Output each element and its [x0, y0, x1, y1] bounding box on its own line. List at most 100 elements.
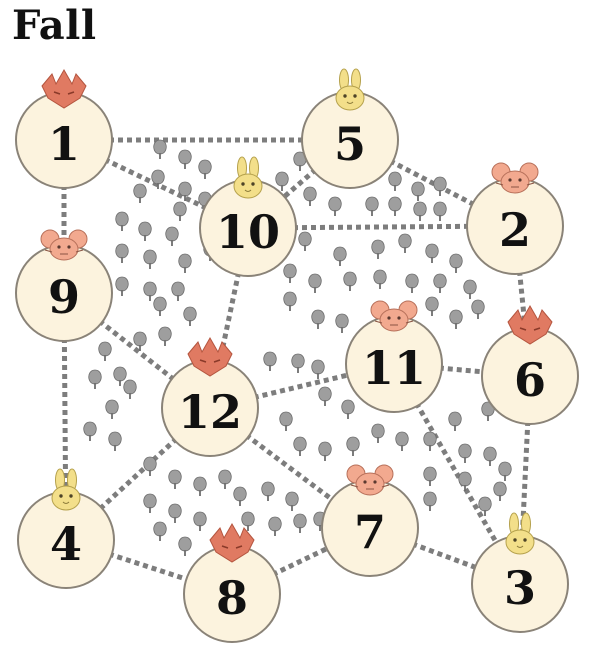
tree-icon — [303, 186, 317, 207]
tree-icon — [423, 466, 437, 487]
node-5[interactable]: 5 — [301, 68, 399, 189]
page-title: Fall — [12, 2, 97, 49]
tree-icon — [275, 171, 289, 192]
tree-icon — [328, 196, 342, 217]
tree-icon — [263, 351, 277, 372]
tree-icon — [115, 243, 129, 264]
tree-icon — [153, 296, 167, 317]
rabbit-icon — [335, 68, 365, 111]
tree-icon — [335, 313, 349, 334]
tree-icon — [411, 181, 425, 202]
tree-icon — [178, 253, 192, 274]
tree-icon — [268, 516, 282, 537]
tree-icon — [388, 171, 402, 192]
tree-icon — [233, 486, 247, 507]
tree-icon — [483, 446, 497, 467]
tree-icon — [388, 196, 402, 217]
path-2-6 — [512, 225, 533, 377]
tree-icon — [433, 273, 447, 294]
tree-icon — [311, 359, 325, 380]
tree-icon — [371, 423, 385, 444]
node-4[interactable]: 4 — [17, 468, 115, 589]
tree-icon — [463, 279, 477, 300]
node-11[interactable]: 11 — [345, 300, 443, 413]
tree-icon — [373, 269, 387, 290]
tree-icon — [143, 249, 157, 270]
node-12[interactable]: 12 — [161, 337, 259, 457]
tree-icon — [98, 341, 112, 362]
tree-icon — [283, 263, 297, 284]
tree-icon — [493, 481, 507, 502]
tree-icon — [115, 211, 129, 232]
tree-icon — [333, 246, 347, 267]
node-7[interactable]: 7 — [321, 464, 419, 577]
node-1[interactable]: 1 — [15, 69, 113, 189]
tree-icon — [343, 271, 357, 292]
tree-icon — [173, 201, 187, 222]
tree-icon — [193, 511, 207, 532]
tree-icon — [115, 276, 129, 297]
tree-icon — [448, 411, 462, 432]
tree-icon — [425, 296, 439, 317]
tree-icon — [165, 226, 179, 247]
tree-icon — [449, 253, 463, 274]
tree-icon — [293, 436, 307, 457]
tree-icon — [291, 353, 305, 374]
tree-icon — [498, 461, 512, 482]
tree-icon — [168, 469, 182, 490]
tree-icon — [425, 243, 439, 264]
tree-icon — [123, 379, 137, 400]
tree-icon — [365, 196, 379, 217]
tree-icon — [218, 469, 232, 490]
node-9[interactable]: 9 — [15, 229, 113, 342]
tree-icon — [449, 309, 463, 330]
tree-icon — [158, 326, 172, 347]
tree-icon — [293, 513, 307, 534]
tree-icon — [168, 503, 182, 524]
tree-icon — [395, 431, 409, 452]
tree-icon — [423, 491, 437, 512]
node-number: 3 — [504, 561, 536, 615]
tree-icon — [308, 273, 322, 294]
tree-icon — [143, 456, 157, 477]
tree-icon — [311, 309, 325, 330]
tree-icon — [433, 201, 447, 222]
tree-icon — [405, 273, 419, 294]
node-number: 1 — [48, 117, 80, 171]
tree-icon — [346, 436, 360, 457]
rabbit-icon — [505, 512, 535, 555]
tree-icon — [178, 149, 192, 170]
tree-icon — [105, 399, 119, 420]
node-number: 6 — [514, 353, 546, 407]
node-number: 9 — [48, 270, 80, 324]
node-number: 5 — [334, 117, 366, 171]
node-2[interactable]: 2 — [466, 162, 564, 275]
node-number: 11 — [362, 341, 426, 395]
node-number: 7 — [354, 505, 386, 559]
tree-icon — [183, 306, 197, 327]
tree-icon — [143, 281, 157, 302]
tree-icon — [88, 369, 102, 390]
node-6[interactable]: 6 — [481, 305, 579, 425]
tree-icon — [283, 291, 297, 312]
tree-icon — [178, 536, 192, 557]
tree-icon — [138, 221, 152, 242]
tree-icon — [153, 521, 167, 542]
tree-icon — [458, 443, 472, 464]
tree-icon — [193, 476, 207, 497]
tree-icon — [433, 176, 447, 197]
node-number: 2 — [499, 203, 531, 257]
node-number: 8 — [216, 571, 248, 625]
tree-icon — [171, 281, 185, 302]
tree-icon — [318, 386, 332, 407]
node-8[interactable]: 8 — [183, 523, 281, 643]
node-3[interactable]: 3 — [471, 512, 569, 633]
tree-icon — [298, 231, 312, 252]
tree-icon — [83, 421, 97, 442]
tree-icon — [318, 441, 332, 462]
node-number: 4 — [50, 517, 82, 571]
tree-icon — [471, 299, 485, 320]
node-10[interactable]: 10 — [199, 156, 297, 277]
tree-icon — [143, 493, 157, 514]
